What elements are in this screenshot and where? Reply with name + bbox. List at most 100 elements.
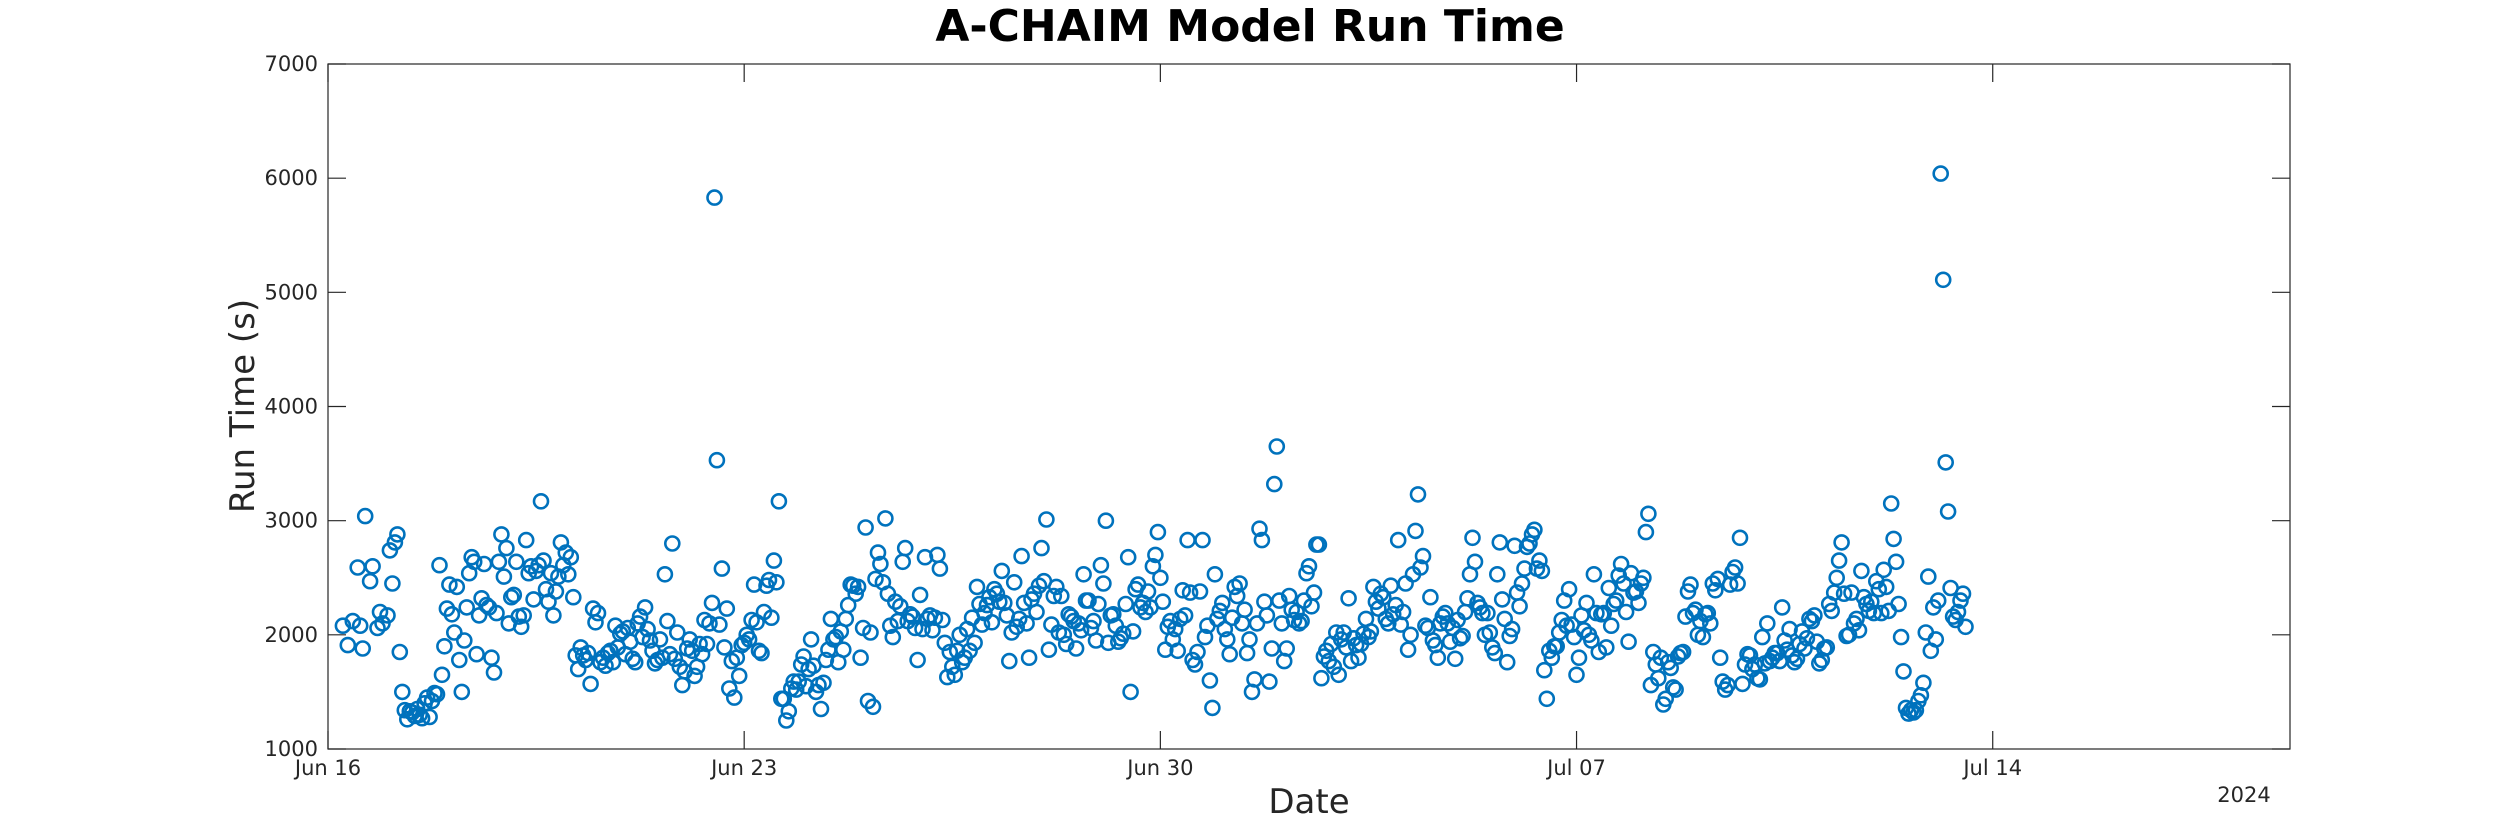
- data-point: [886, 593, 904, 611]
- data-point: [1189, 643, 1206, 661]
- data-point: [1786, 653, 1803, 671]
- data-point: [894, 553, 912, 571]
- data-point: [502, 588, 520, 606]
- data-point: [1927, 631, 1945, 648]
- data-point: [1048, 578, 1065, 596]
- data-point: [334, 617, 352, 635]
- data-point: [1124, 623, 1142, 640]
- data-point: [753, 644, 770, 662]
- data-point: [1595, 604, 1613, 622]
- data-point: [1491, 534, 1509, 551]
- x-tick-label: Jun 30: [1125, 756, 1193, 780]
- data-point: [1372, 585, 1390, 603]
- data-point: [1605, 595, 1622, 613]
- data-point: [1407, 522, 1424, 540]
- x-tick-label: Jun 16: [293, 756, 361, 780]
- data-point: [906, 619, 924, 637]
- data-point: [673, 676, 691, 694]
- data-point: [1707, 581, 1724, 599]
- data-point: [1853, 562, 1870, 580]
- data-point: [1221, 645, 1238, 663]
- data-point: [1144, 557, 1162, 575]
- y-axis: 1000 2000 3000 4000 5000 6000 7000: [265, 52, 2290, 761]
- data-point: [379, 607, 396, 624]
- data-point: [768, 573, 785, 591]
- data-point: [1412, 559, 1429, 576]
- data-point: [911, 586, 929, 604]
- data-point: [1266, 475, 1283, 493]
- data-point: [1154, 593, 1172, 611]
- data-point: [896, 539, 914, 557]
- data-point: [1798, 629, 1816, 647]
- data-point: [564, 588, 582, 606]
- data-point: [750, 642, 768, 660]
- data-point: [495, 568, 513, 585]
- data-point: [1000, 652, 1018, 670]
- data-point: [852, 649, 869, 667]
- data-point: [659, 612, 676, 630]
- data-point: [1149, 523, 1167, 541]
- data-point: [1702, 615, 1719, 632]
- data-point: [1278, 640, 1295, 657]
- data-point: [1640, 505, 1657, 523]
- data-point: [1253, 531, 1271, 549]
- data-point: [822, 610, 840, 628]
- data-point: [636, 599, 654, 616]
- data-point: [1305, 584, 1323, 601]
- data-point: [1137, 603, 1154, 621]
- data-point: [1080, 592, 1097, 609]
- data-point: [691, 635, 708, 653]
- data-point: [1920, 568, 1937, 585]
- data-point: [1454, 627, 1471, 645]
- data-point: [545, 607, 562, 624]
- data-point: [1216, 620, 1234, 638]
- y-tick-label: 1000: [265, 737, 318, 761]
- y-tick-label: 5000: [265, 280, 318, 304]
- data-point: [1459, 589, 1476, 607]
- data-point: [1915, 674, 1932, 692]
- data-point: [1085, 612, 1102, 630]
- data-point: [651, 631, 669, 648]
- data-point: [1870, 580, 1888, 598]
- data-point: [1729, 575, 1746, 592]
- data-point: [701, 615, 718, 632]
- y-tick-label: 4000: [265, 395, 318, 419]
- data-point: [1887, 553, 1905, 571]
- data-point: [436, 637, 453, 655]
- data-point: [1038, 511, 1055, 528]
- data-point: [713, 560, 731, 577]
- data-point: [515, 607, 533, 624]
- data-point: [1612, 555, 1630, 573]
- data-point: [1957, 618, 1974, 636]
- data-point: [1152, 569, 1169, 587]
- data-point: [1754, 628, 1771, 646]
- data-point: [1664, 679, 1682, 696]
- data-point: [1464, 529, 1481, 547]
- data-point: [849, 578, 867, 596]
- data-point: [760, 571, 778, 589]
- data-point: [369, 619, 386, 637]
- data-point: [1399, 641, 1417, 659]
- data-point: [421, 708, 438, 726]
- data-point: [1268, 438, 1286, 455]
- data-point: [1045, 587, 1063, 605]
- data-point: [1620, 633, 1637, 651]
- data-point: [1726, 559, 1744, 576]
- data-point: [493, 526, 510, 543]
- data-point: [1630, 594, 1647, 612]
- data-point: [389, 526, 406, 543]
- data-point: [765, 552, 783, 569]
- data-point: [1020, 649, 1038, 667]
- data-point: [1711, 649, 1729, 667]
- data-point: [815, 674, 832, 692]
- data-point: [1873, 604, 1890, 622]
- data-point: [1682, 576, 1699, 593]
- data-point: [656, 565, 674, 583]
- data-point: [1699, 604, 1717, 622]
- data-point: [1811, 655, 1828, 672]
- data-point: [1258, 607, 1276, 624]
- data-point: [1850, 621, 1868, 639]
- data-point: [1231, 575, 1248, 592]
- data-point: [872, 555, 889, 573]
- data-point: [458, 599, 476, 616]
